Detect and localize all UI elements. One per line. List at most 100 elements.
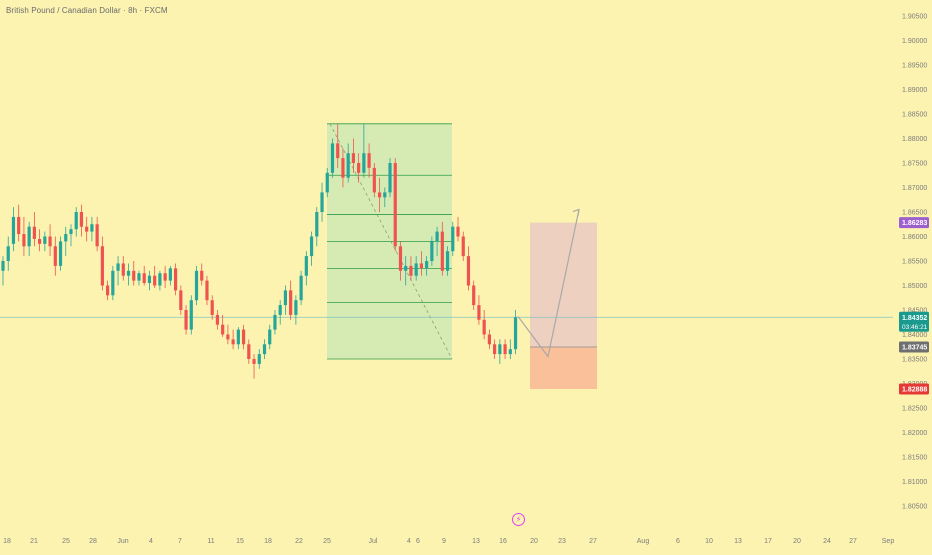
candle-body [163,273,167,281]
candle-body [309,236,314,257]
candle-body [53,246,57,266]
candle-body [64,234,68,242]
candle-body [85,226,89,232]
candle-body [11,216,16,244]
candle-body [1,261,5,271]
candle-body [372,167,376,193]
x-axis-tick-label: 4 [149,538,153,545]
candle-body [304,256,308,276]
price-tag-countdown: 03:46:21 [902,324,928,331]
x-axis-tick-label: 24 [823,538,831,545]
candle-body [147,275,152,284]
candle-body [482,319,486,335]
candle-body [472,285,476,306]
candle-body [38,238,42,244]
y-axis-tick-label: 1.86000 [902,234,927,241]
candle-body [278,305,282,315]
candle-body [48,236,52,247]
candle-body [6,246,10,261]
symbol-title: British Pound / Canadian Dollar · 8h · F… [6,6,168,15]
x-axis-tick-label: 6 [676,538,680,545]
candle-body [111,270,115,296]
y-axis-tick-label: 1.84500 [902,308,927,315]
candle-body [367,153,371,168]
candle-body [377,192,382,198]
x-axis-tick-label: 20 [530,538,538,545]
candle-body [236,329,240,345]
candle-body [158,273,162,286]
candle-body [477,305,481,320]
x-axis-tick-label: 7 [178,538,182,545]
candle-body [445,251,450,271]
x-axis-tick-label: Aug [637,538,650,545]
projection-arrowhead [572,208,580,216]
price-tag-value: 1.82888 [902,386,927,393]
price-tag: 1.83745 [899,341,929,353]
candle-body [268,329,272,345]
candle-body [194,270,199,301]
price-tag-box [899,383,929,395]
y-axis-tick-label: 1.87000 [902,185,927,192]
x-axis-tick-label: 20 [793,538,801,545]
candle-body [299,275,303,301]
y-axis-tick-label: 1.82500 [902,406,927,413]
x-axis-tick-label: Sep [882,538,895,545]
x-axis-tick-label: 27 [849,538,857,545]
candle-body [351,153,356,163]
candle-body [430,241,434,261]
candle-body [142,273,146,284]
candle-body [341,158,345,178]
candle-body [215,314,220,325]
x-axis-tick-label: 16 [499,538,507,545]
candle-body [362,153,366,173]
candle-body [43,236,47,244]
y-axis-tick-label: 1.86500 [902,210,927,217]
y-axis-tick-label: 1.81000 [902,479,927,486]
candle-body [262,344,267,355]
y-axis-tick-label: 1.85500 [902,259,927,266]
price-tag-box [899,217,929,229]
lightning-bolt-icon[interactable]: ⚡ [512,513,525,526]
candle-body [27,226,31,247]
x-axis-tick-label: Jun [117,538,128,545]
candle-body [398,246,403,271]
candle-body [132,270,136,281]
x-axis-tick-label: 28 [89,538,97,545]
y-axis-tick-label: 1.81500 [902,455,927,462]
x-axis-tick-label: 25 [323,538,331,545]
price-tag: 1.82888 [899,383,929,395]
candle-body [283,290,288,306]
candle-body [173,268,178,291]
y-axis-tick-label: 1.89500 [902,63,927,70]
candle-body [126,270,131,276]
candle-body [456,226,460,237]
candle-body [320,192,324,212]
y-axis-tick-label: 1.84000 [902,332,927,339]
x-axis-tick-label: 17 [764,538,772,545]
candle-body [179,290,183,310]
candle-body [435,231,439,242]
price-tag-box [899,311,929,332]
candle-body [466,256,471,286]
x-axis-tick-label: 13 [472,538,480,545]
candle-body [451,226,455,252]
candle-body [508,349,512,355]
x-axis-tick-label: 11 [207,538,214,545]
candle-body [90,224,94,232]
x-axis-tick-label: 22 [295,538,303,545]
candle-body [425,261,429,269]
candle-body [493,344,497,355]
price-tag-value: 1.83745 [902,344,927,351]
x-axis-tick-label: 13 [734,538,742,545]
candle-body [58,241,63,266]
candle-body [69,229,73,235]
candle-body [200,270,204,281]
candle-body [95,224,99,247]
candle-body [330,143,335,173]
candle-body [440,231,444,271]
candle-body [257,354,261,364]
candle-body [168,268,172,281]
candle-body [409,265,413,276]
